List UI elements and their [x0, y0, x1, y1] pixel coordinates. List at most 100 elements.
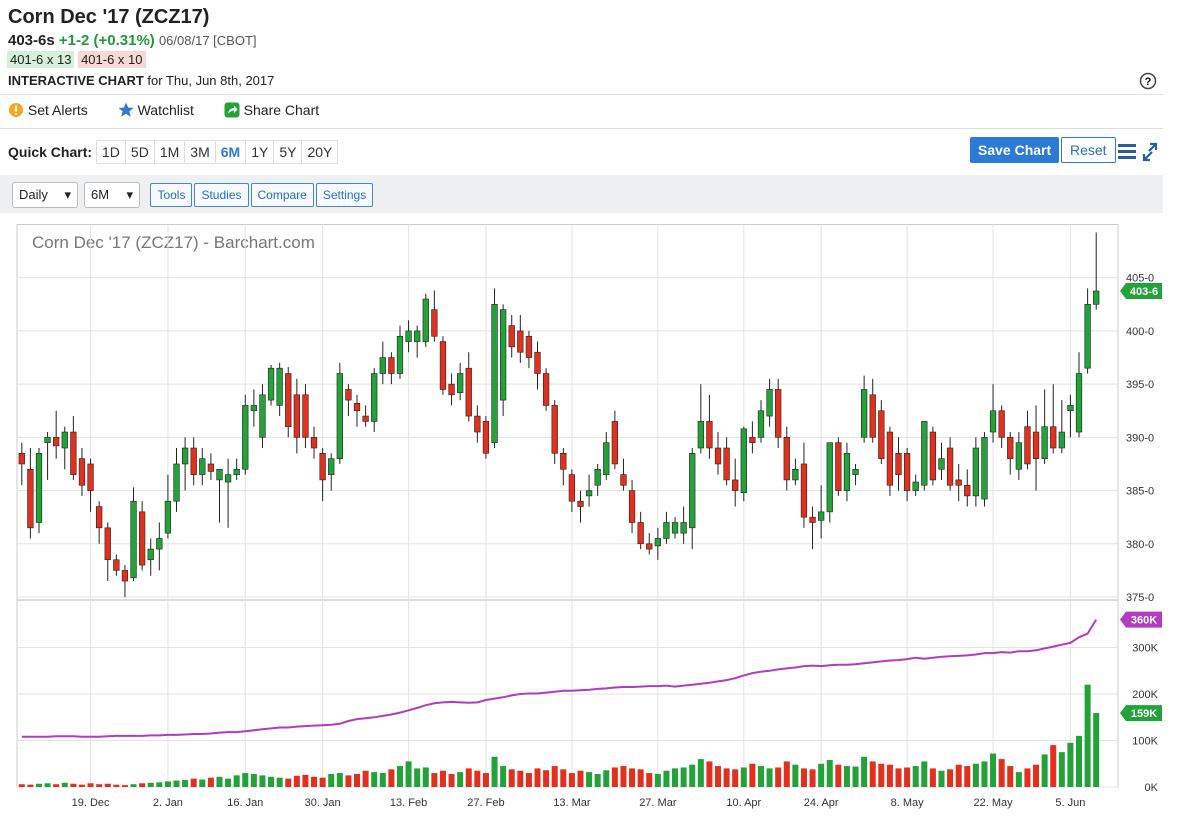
volume-bar: [242, 773, 249, 787]
candle-body: [181, 447, 189, 465]
volume-bar: [912, 766, 919, 787]
candle-body: [439, 341, 447, 390]
volume-bar: [843, 766, 850, 787]
volume-bar: [173, 780, 180, 787]
action-label: Watchlist: [137, 102, 194, 118]
volume-bar: [629, 768, 636, 787]
candle-body: [749, 437, 756, 443]
candle-body: [938, 458, 945, 470]
volume-bar: [336, 773, 343, 787]
watchlist[interactable]: Watchlist: [118, 102, 194, 118]
x-tick-label: 22. May: [973, 797, 1013, 809]
candle-body: [628, 490, 636, 523]
save-chart-button[interactable]: Save Chart: [970, 137, 1060, 163]
volume-bar: [328, 773, 335, 787]
volume-bar: [27, 784, 34, 787]
candle-body: [164, 500, 172, 534]
volume-bar: [947, 769, 954, 787]
set-alerts[interactable]: Set Alerts: [8, 102, 88, 118]
volume-bar: [482, 773, 489, 787]
candle-body: [654, 538, 661, 547]
range-button[interactable]: 20Y: [301, 140, 339, 164]
volume-bar: [749, 763, 756, 787]
help-icon[interactable]: ?: [1139, 72, 1157, 90]
volume-bar: [740, 767, 747, 787]
candle-body: [560, 453, 567, 470]
reset-button[interactable]: Reset: [1061, 137, 1116, 163]
candle-body: [895, 453, 902, 475]
volume-bar: [680, 767, 687, 787]
volume-bar: [766, 768, 773, 787]
candle-body: [869, 394, 876, 438]
volume-bar: [964, 766, 971, 787]
x-tick-label: 13. Mar: [553, 797, 591, 809]
candle-body: [233, 468, 240, 475]
interval-select[interactable]: Daily ▾: [12, 182, 78, 208]
toolbar-button[interactable]: Studies: [194, 183, 249, 207]
menu-icons[interactable]: [1116, 141, 1164, 163]
volume-bar: [792, 764, 799, 787]
y-tick-label: 100K: [1132, 736, 1158, 748]
volume-bar: [620, 766, 627, 787]
toolbar-button[interactable]: Compare: [250, 183, 314, 207]
volume-bar: [225, 778, 232, 787]
range-button[interactable]: 1M: [153, 140, 186, 164]
toolbar-button[interactable]: Tools: [150, 183, 193, 207]
volume-bar: [396, 766, 403, 787]
candle-body: [1075, 373, 1083, 433]
volume-label: 159K: [1131, 708, 1157, 720]
candle-body: [1050, 426, 1057, 449]
candle-body: [121, 570, 129, 582]
y-tick-label: 385-0: [1126, 486, 1154, 498]
y-tick-label: 300K: [1132, 643, 1158, 655]
volume-bar: [1033, 764, 1040, 787]
volume-bar: [869, 761, 876, 787]
range-select[interactable]: 6M ▾: [84, 182, 140, 208]
volume-bar: [233, 775, 240, 787]
chart-heading: INTERACTIVE CHART for Thu, Jun 8th, 2017: [8, 73, 274, 88]
range-button[interactable]: 3M: [184, 140, 216, 164]
candle-body: [448, 383, 455, 396]
volume-bar: [345, 775, 352, 787]
range-button[interactable]: 5Y: [273, 140, 303, 164]
range-button[interactable]: 1D: [96, 140, 126, 164]
range-button[interactable]: 5D: [124, 140, 155, 164]
volume-bar: [551, 766, 558, 787]
volume-bar: [672, 768, 679, 787]
volume-bar: [577, 770, 584, 787]
volume-bar: [1067, 742, 1074, 787]
volume-bar: [852, 766, 859, 787]
share-chart[interactable]: Share Chart: [224, 102, 319, 118]
candle-body: [302, 394, 309, 438]
candle-body: [577, 500, 584, 507]
candle-body: [594, 468, 601, 486]
x-tick-label: 5. Jun: [1055, 797, 1085, 809]
volume-bar: [921, 761, 928, 787]
range-button[interactable]: 6M: [214, 140, 247, 164]
volume-bar: [250, 773, 257, 787]
toolbar-button[interactable]: Settings: [315, 183, 374, 207]
volume-bar: [826, 760, 833, 787]
candle-body: [800, 463, 808, 518]
candle-body: [328, 458, 335, 475]
candle-body: [663, 522, 670, 539]
volume-bar: [878, 763, 885, 787]
x-tick-label: 16. Jan: [227, 797, 263, 809]
candle-body: [929, 431, 937, 481]
volume-bar: [121, 785, 128, 787]
volume-bar: [715, 766, 722, 787]
candle-body: [525, 335, 533, 358]
candle-body: [723, 447, 730, 481]
candle-body: [224, 474, 232, 483]
candle-body: [972, 447, 980, 497]
volume-bar: [818, 763, 825, 787]
volume-bar: [1007, 766, 1014, 787]
candle-body: [551, 405, 558, 454]
volume-bar: [104, 783, 111, 787]
volume-bar: [534, 768, 541, 787]
range-button[interactable]: 1Y: [245, 140, 275, 164]
volume-bar: [886, 764, 893, 787]
y-tick-label: 380-0: [1126, 539, 1154, 551]
volume-bar: [904, 767, 911, 787]
volume-bar: [61, 782, 68, 787]
